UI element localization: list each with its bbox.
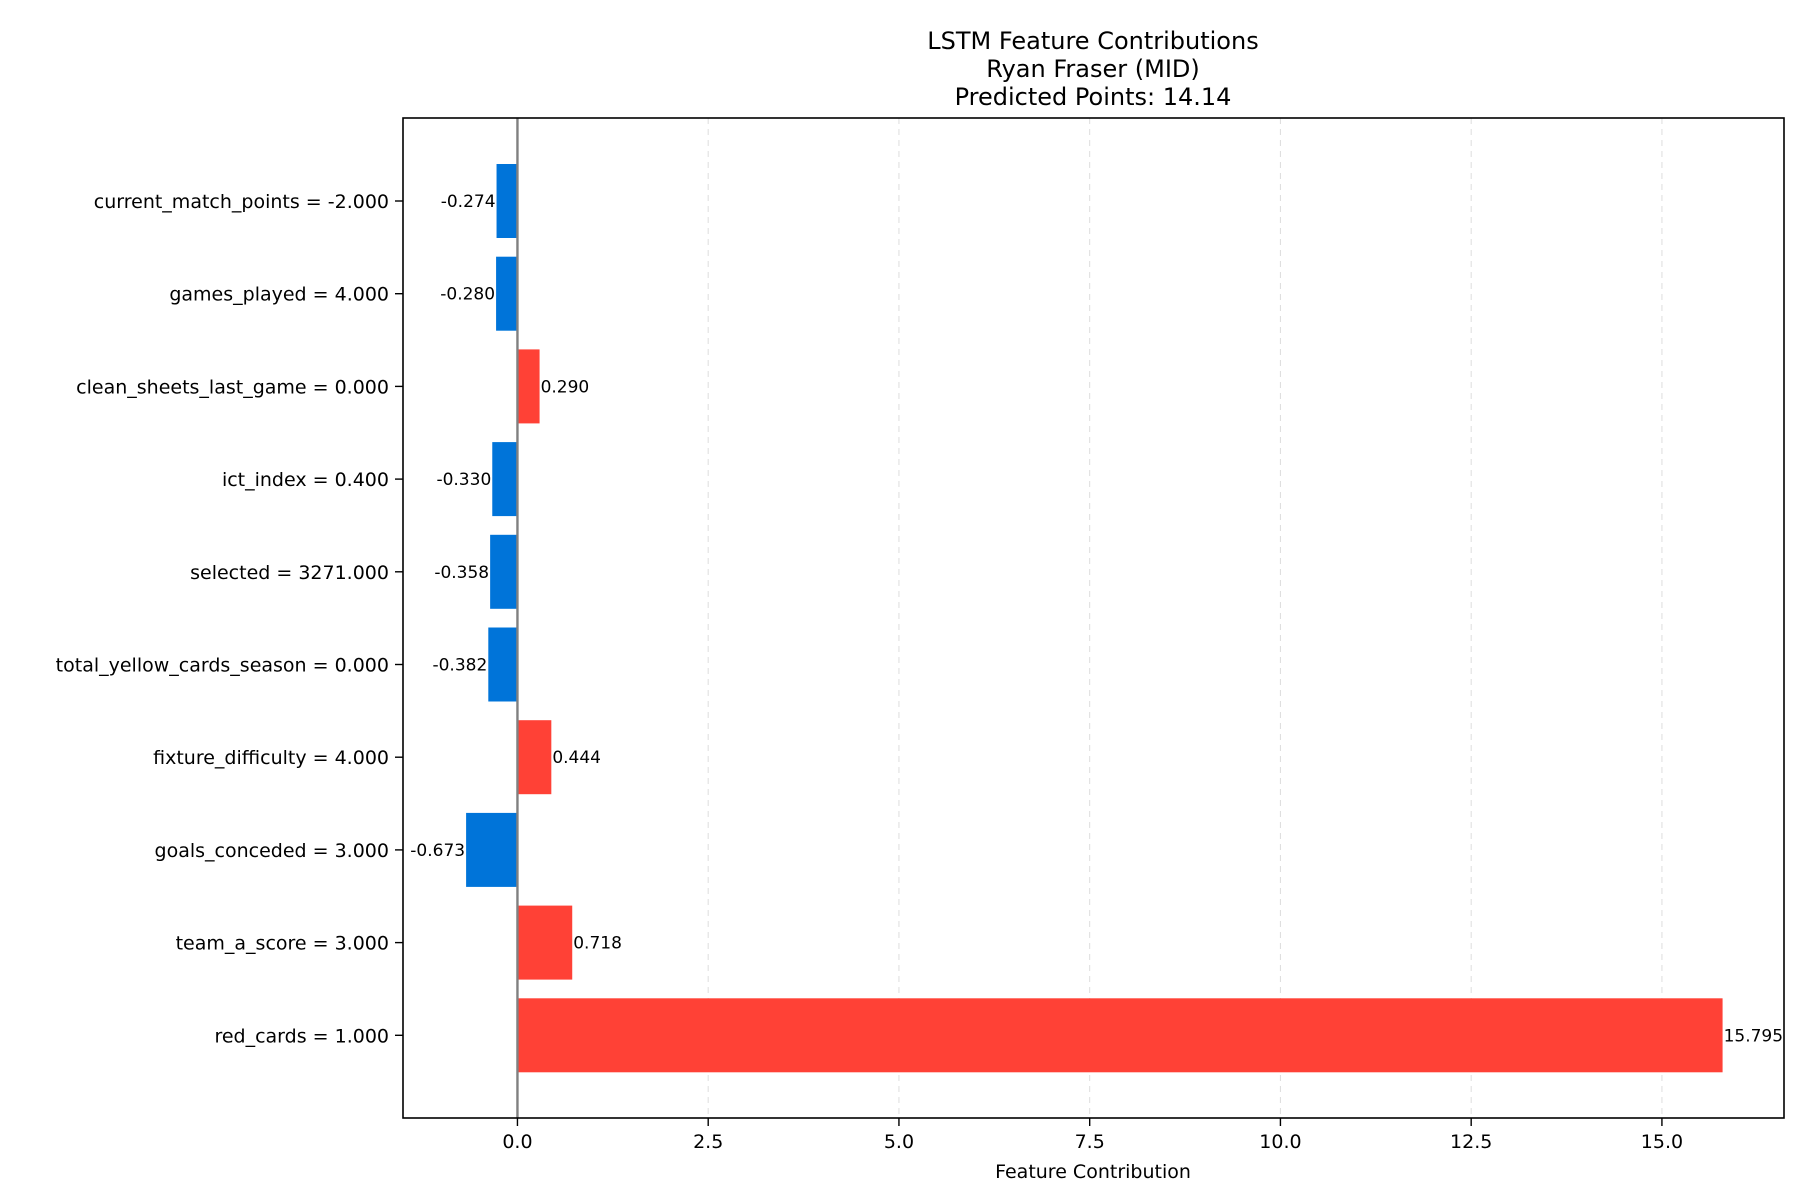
x-tick-label: 12.5 xyxy=(1450,1131,1492,1153)
bar-value-label: -0.280 xyxy=(440,285,495,305)
y-tick-label: total_yellow_cards_season = 0.000 xyxy=(56,655,389,677)
bar xyxy=(517,998,1723,1073)
bar-value-label: -0.358 xyxy=(434,563,489,583)
y-tick-label: clean_sheets_last_game = 0.000 xyxy=(76,376,389,398)
chart-title-line-2: Ryan Fraser (MID) xyxy=(986,55,1200,83)
y-tick-label: goals_conceded = 3.000 xyxy=(155,840,389,862)
x-grid-lines xyxy=(516,118,1663,1118)
x-tick-label: 5.0 xyxy=(884,1131,914,1153)
bar xyxy=(488,627,518,702)
bar-value-label: 0.290 xyxy=(541,377,590,397)
y-tick-label: red_cards = 1.000 xyxy=(214,1025,389,1047)
x-tick-label: 10.0 xyxy=(1259,1131,1301,1153)
chart-title-line-1: LSTM Feature Contributions xyxy=(927,27,1258,55)
bar xyxy=(517,349,540,424)
chart-title-line-3: Predicted Points: 14.14 xyxy=(955,83,1232,111)
data-labels: -0.274 -0.280 0.290 -0.330 -0.358 -0.382 0.444… xyxy=(410,192,1783,1046)
bar xyxy=(517,905,573,980)
bar-value-label: 0.444 xyxy=(552,748,601,768)
bar xyxy=(517,720,552,795)
y-tick-label: selected = 3271.000 xyxy=(190,562,389,584)
bars xyxy=(466,164,1723,1073)
x-axis: 0.0 2.5 5.0 7.5 10.0 12.5 15.0 xyxy=(502,1118,1683,1153)
bar-value-label: -0.382 xyxy=(432,656,487,676)
x-axis-label: Feature Contribution xyxy=(995,1161,1191,1183)
bar xyxy=(466,812,518,887)
bar xyxy=(496,164,518,238)
x-tick-label: 7.5 xyxy=(1075,1131,1105,1153)
y-axis: current_match_points = -2.000 games_playe… xyxy=(56,191,403,1047)
bar-value-label: 0.718 xyxy=(573,934,622,954)
bar xyxy=(496,256,518,331)
bar-value-label: -0.330 xyxy=(436,470,491,490)
y-tick-label: ict_index = 0.400 xyxy=(222,469,389,491)
x-tick-label: 0.0 xyxy=(502,1131,532,1153)
bar xyxy=(490,534,518,609)
bar xyxy=(492,442,518,517)
x-tick-label: 2.5 xyxy=(693,1131,723,1153)
chart-title: LSTM Feature Contributions Ryan Fraser (… xyxy=(927,27,1258,111)
x-tick-label: 15.0 xyxy=(1641,1131,1683,1153)
bar-value-label: 15.795 xyxy=(1724,1026,1783,1046)
bar-value-label: -0.673 xyxy=(410,841,465,861)
y-tick-label: current_match_points = -2.000 xyxy=(94,191,389,213)
plot-area-frame xyxy=(402,117,1785,1119)
y-tick-label: fixture_difficulty = 4.000 xyxy=(153,747,389,769)
bar-value-label: -0.274 xyxy=(441,192,496,212)
y-tick-label: team_a_score = 3.000 xyxy=(176,933,389,955)
y-tick-label: games_played = 4.000 xyxy=(169,284,389,306)
